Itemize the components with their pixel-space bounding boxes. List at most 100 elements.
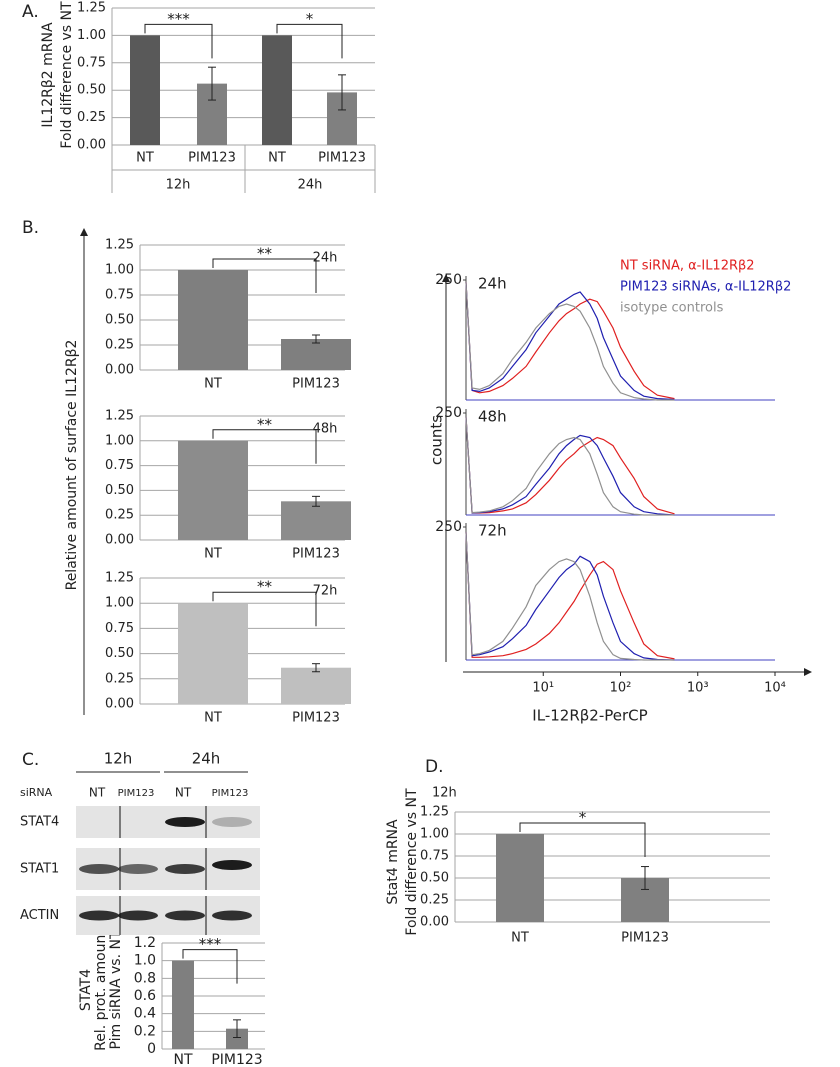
blot-band bbox=[165, 817, 205, 827]
y-tick-label: 1.00 bbox=[105, 596, 134, 611]
y-tick-label: 0.25 bbox=[105, 671, 134, 686]
y-tick-label: 0.50 bbox=[420, 871, 449, 886]
lane-label: NT bbox=[89, 786, 106, 800]
y-tick-label: 0.50 bbox=[77, 83, 106, 98]
significance-label: ** bbox=[257, 245, 273, 263]
x-axis-label: IL-12Rβ2-PerCP bbox=[532, 707, 647, 725]
x-tick-label: PIM123 bbox=[621, 931, 669, 946]
y-tick-label: 0.75 bbox=[77, 55, 106, 70]
bar bbox=[226, 1028, 248, 1049]
legend-entry: isotype controls bbox=[620, 301, 724, 316]
x-tick-label: NT bbox=[204, 547, 222, 562]
x-tick-label: NT bbox=[268, 151, 286, 166]
blot-band bbox=[165, 910, 205, 921]
lane-label: PIM123 bbox=[118, 788, 155, 799]
y-tick-label: 0.75 bbox=[105, 288, 134, 303]
significance-label: * bbox=[579, 809, 587, 827]
y-tick-label: 0.25 bbox=[105, 508, 134, 523]
y-tick-label: 0.00 bbox=[77, 138, 106, 153]
significance-bracket bbox=[212, 258, 317, 293]
blot-band bbox=[118, 910, 158, 921]
y-tick-label: 0.25 bbox=[105, 338, 134, 353]
blot-band bbox=[212, 860, 252, 870]
blot-band bbox=[212, 910, 252, 921]
chart-title: 72h bbox=[313, 584, 338, 599]
significance-label: ** bbox=[257, 415, 273, 433]
histogram-curve bbox=[465, 417, 675, 516]
significance-bracket bbox=[212, 429, 317, 464]
bar bbox=[281, 667, 351, 704]
significance-label: *** bbox=[199, 935, 222, 953]
legend-entry: PIM123 siRNAs, α-IL12Rβ2 bbox=[620, 280, 791, 295]
y-tick-label: 1.25 bbox=[105, 238, 134, 253]
timepoint-label: 12h bbox=[104, 750, 133, 768]
y-tick-label: 1.00 bbox=[105, 433, 134, 448]
blot-band bbox=[118, 864, 158, 874]
lane-label: PIM123 bbox=[212, 788, 249, 799]
y-tick-label: 1.0 bbox=[134, 953, 156, 969]
chart-title: 48h bbox=[478, 408, 507, 426]
y-tick-label: 0.50 bbox=[105, 313, 134, 328]
histogram-curve bbox=[465, 532, 675, 661]
significance-bracket bbox=[519, 822, 646, 857]
x-tick-label: 10¹ bbox=[532, 681, 554, 696]
y-axis-label: counts bbox=[428, 415, 446, 465]
histogram-curve bbox=[465, 282, 675, 400]
y-tick-label: 0.6 bbox=[134, 988, 156, 1004]
y-tick-label: 250 bbox=[435, 519, 462, 535]
significance-bracket bbox=[212, 591, 317, 627]
blot-band bbox=[165, 864, 205, 874]
y-tick-label: 1.00 bbox=[105, 263, 134, 278]
significance-bracket bbox=[144, 23, 213, 59]
x-tick-label: PIM123 bbox=[292, 547, 340, 562]
y-axis-label: Rel. prot. amount bbox=[93, 929, 109, 1051]
x-tick-label: 10² bbox=[610, 681, 632, 696]
y-tick-label: 1.25 bbox=[420, 805, 449, 820]
panel-label: A. bbox=[22, 2, 39, 22]
group-label: 12h bbox=[166, 178, 191, 193]
histogram-curve bbox=[465, 532, 675, 660]
significance-label: * bbox=[306, 10, 314, 28]
bar bbox=[178, 603, 248, 704]
y-tick-label: 0.00 bbox=[105, 533, 134, 548]
significance-label: *** bbox=[167, 10, 190, 28]
y-axis-label: Pim siRNA vs. NT bbox=[108, 930, 124, 1049]
y-tick-label: 0.50 bbox=[105, 646, 134, 661]
histogram-curve bbox=[465, 532, 675, 661]
y-tick-label: 0.50 bbox=[105, 483, 134, 498]
y-tick-label: 0.75 bbox=[105, 458, 134, 473]
y-axis-label: Fold difference vs NT bbox=[59, 1, 75, 149]
protein-label: STAT4 bbox=[20, 815, 59, 830]
bar bbox=[130, 35, 160, 145]
chart-title: 12h bbox=[432, 786, 457, 801]
y-tick-label: 250 bbox=[435, 272, 462, 288]
blot-band bbox=[79, 864, 119, 874]
blot-band bbox=[212, 817, 252, 827]
bar bbox=[178, 440, 248, 540]
y-tick-label: 0.00 bbox=[105, 363, 134, 378]
significance-bracket bbox=[182, 949, 238, 984]
bar bbox=[496, 834, 544, 922]
y-tick-label: 250 bbox=[435, 405, 462, 421]
histogram-curve bbox=[465, 417, 675, 516]
y-tick-label: 0.00 bbox=[420, 915, 449, 930]
significance-label: ** bbox=[257, 578, 273, 596]
x-tick-label: NT bbox=[204, 377, 222, 392]
y-axis-label: Relative amount of surface IL12Rβ2 bbox=[64, 340, 80, 591]
group-label: 24h bbox=[298, 178, 323, 193]
protein-label: ACTIN bbox=[20, 908, 59, 923]
y-tick-label: 0.75 bbox=[420, 849, 449, 864]
bar bbox=[281, 339, 351, 370]
chart-title: 24h bbox=[478, 275, 507, 293]
panel-label: B. bbox=[22, 218, 39, 238]
y-tick-label: 0.4 bbox=[134, 1006, 156, 1022]
histogram-curve bbox=[465, 282, 675, 401]
bar bbox=[281, 501, 351, 540]
chart-title: 48h bbox=[313, 422, 338, 437]
panel-label: C. bbox=[22, 750, 39, 770]
histogram-curve bbox=[465, 417, 675, 515]
y-axis-label: IL12Rβ2 mRNA bbox=[40, 22, 56, 128]
bar bbox=[172, 960, 194, 1049]
protein-label: STAT1 bbox=[20, 862, 59, 877]
x-tick-label: 10³ bbox=[687, 681, 709, 696]
